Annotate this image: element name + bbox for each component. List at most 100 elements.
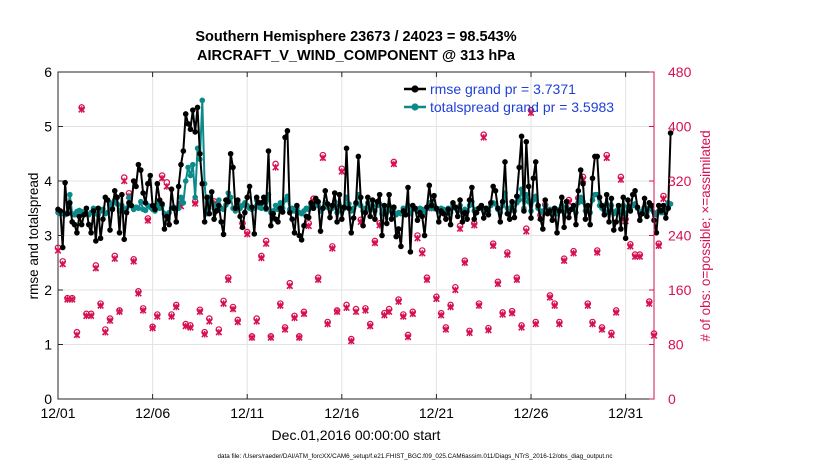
legend-spread-label: totalspread grand pr = 3.5983: [430, 99, 614, 115]
rmse-marker: [85, 221, 92, 228]
obs-assimilated-marker: [645, 300, 653, 307]
rmse-marker: [518, 133, 525, 140]
obs-assimilated-marker: [366, 322, 374, 330]
rmse-marker: [204, 194, 210, 201]
rmse-marker: [173, 219, 180, 225]
rmse-marker: [509, 198, 515, 205]
rmse-marker: [194, 104, 201, 111]
obs-assimilated-marker: [584, 302, 592, 310]
rmse-marker: [625, 197, 631, 203]
totalspread-marker: [185, 164, 191, 171]
rmse-marker: [618, 226, 624, 232]
obs-assimilated-marker: [319, 154, 327, 162]
totalspread-marker: [216, 197, 222, 203]
obs-assimilated-marker: [489, 242, 497, 250]
obs-assimilated-marker: [527, 109, 535, 117]
rmse-marker: [208, 189, 215, 195]
obs-assimilated-marker: [168, 313, 175, 320]
rmse-marker: [577, 167, 584, 173]
rmse-marker: [178, 161, 184, 168]
rmse-marker: [447, 221, 454, 228]
chart-title: Southern Hemisphere 23673 / 24023 = 98.5…: [195, 29, 516, 45]
rmse-marker: [296, 232, 303, 239]
rmse-marker: [634, 204, 641, 210]
rmse-marker: [542, 197, 549, 203]
obs-assimilated-marker: [205, 317, 213, 325]
rmse-marker: [133, 183, 139, 190]
rmse-marker: [454, 213, 461, 220]
rmse-marker: [596, 194, 603, 201]
rmse-marker: [310, 205, 317, 212]
y-right-tick-label: 480: [668, 64, 692, 80]
rmse-marker: [320, 205, 326, 212]
rmse-marker: [443, 216, 449, 222]
obs-assimilated-marker: [191, 200, 199, 207]
obs-assimilated-marker: [343, 304, 350, 312]
rmse-marker: [419, 213, 426, 220]
rmse-marker: [353, 200, 359, 206]
rmse-marker: [530, 175, 537, 182]
y-axis-right: 0 80 160 240 320 400 480: [649, 64, 692, 407]
totalspread-marker: [178, 194, 184, 201]
rmse-marker: [514, 193, 520, 200]
rmse-marker: [159, 201, 165, 207]
rmse-marker: [360, 222, 366, 229]
rmse-marker: [421, 232, 428, 239]
obs-assimilated-marker: [187, 324, 194, 331]
rmse-marker: [121, 236, 128, 243]
rmse-marker: [407, 249, 414, 255]
obs-assimilated-marker: [267, 334, 275, 342]
rmse-marker: [263, 205, 269, 212]
rmse-marker: [537, 216, 544, 222]
rmse-marker: [502, 159, 508, 165]
rmse-marker: [348, 229, 355, 236]
obs-assimilated-marker: [423, 276, 431, 284]
rmse-marker: [166, 221, 172, 228]
obs-assimilated-marker: [97, 302, 104, 310]
rmse-marker: [445, 206, 452, 213]
rmse-marker: [653, 229, 660, 236]
rmse-marker: [570, 202, 577, 209]
rmse-marker: [90, 208, 97, 214]
y-left-tick-label: 5: [44, 119, 52, 135]
rmse-marker: [483, 205, 489, 212]
rmse-marker: [104, 197, 111, 203]
rmse-marker: [163, 213, 170, 220]
rmse-marker: [594, 153, 601, 160]
rmse-marker: [343, 145, 350, 152]
obs-assimilated-marker: [636, 253, 644, 260]
rmse-marker: [620, 194, 627, 201]
rmse-marker: [341, 204, 347, 210]
legend: rmse grand pr = 3.7371 totalspread grand…: [404, 81, 614, 115]
rmse-marker: [305, 214, 312, 221]
rmse-marker: [114, 194, 120, 201]
obs-assimilated-marker: [338, 168, 346, 175]
obs-assimilated-marker: [617, 176, 625, 184]
rmse-marker: [123, 209, 130, 216]
rmse-marker: [461, 209, 468, 216]
y-left-tick-label: 4: [44, 173, 52, 189]
rmse-marker: [473, 209, 480, 216]
rmse-marker: [599, 202, 605, 209]
obs-assimilated-marker: [78, 106, 86, 113]
obs-assimilated-marker: [385, 308, 393, 316]
obs-assimilated-marker: [570, 249, 577, 257]
obs-assimilated-marker: [144, 217, 152, 224]
totalspread-marker: [182, 178, 189, 184]
legend-rmse-marker: [411, 85, 419, 93]
rmse-marker: [558, 194, 565, 201]
rmse-marker: [528, 215, 534, 221]
rmse-marker: [655, 202, 662, 209]
rmse-marker: [147, 172, 154, 179]
rmse-marker: [315, 198, 321, 205]
rmse-marker: [376, 191, 383, 198]
rmse-marker: [424, 204, 430, 210]
obs-assimilated-marker: [295, 334, 303, 342]
legend-spread-marker: [411, 103, 419, 111]
rmse-marker: [355, 153, 362, 160]
rmse-marker: [644, 213, 650, 220]
rmse-marker: [504, 210, 511, 217]
rmse-marker: [119, 191, 125, 198]
obs-assimilated-marker: [73, 331, 81, 339]
obs-assimilated-marker: [447, 303, 454, 311]
